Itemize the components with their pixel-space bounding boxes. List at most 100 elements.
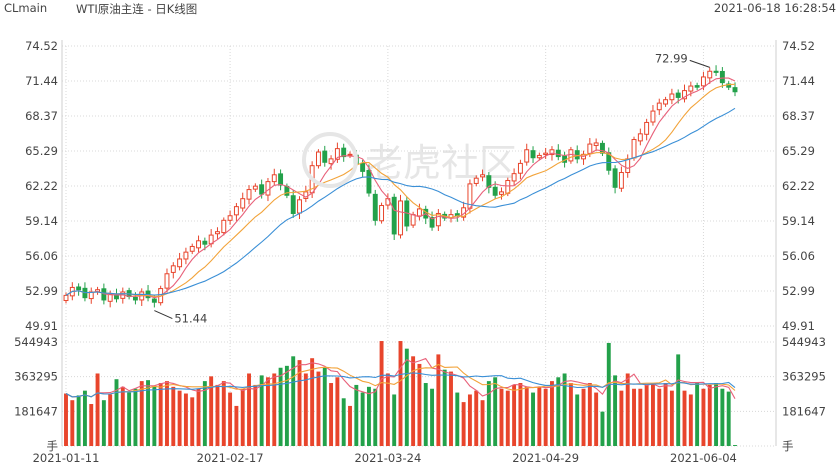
candle-body — [486, 175, 492, 188]
volume-bar — [688, 394, 693, 446]
watermark-logo-icon — [302, 132, 358, 188]
volume-bar — [234, 405, 239, 446]
candle-body — [151, 298, 157, 303]
candle-body — [341, 147, 347, 158]
volume-bar — [449, 371, 453, 446]
volume-bar — [682, 390, 687, 446]
candle-body — [366, 169, 372, 194]
volume-bar — [537, 386, 542, 446]
candle-body — [682, 90, 687, 100]
volume-bar — [259, 375, 264, 446]
volume-bar — [480, 400, 485, 446]
volume-bar — [467, 394, 472, 446]
volume-tick-label-left: 181647 — [14, 404, 58, 418]
volume-bar — [215, 384, 220, 446]
volume-bar — [329, 383, 334, 446]
volume-bar — [120, 386, 125, 446]
volume-bar — [411, 356, 416, 446]
volume-bar — [272, 373, 277, 446]
candle-body — [177, 258, 183, 268]
candle-body — [492, 186, 498, 196]
volume-tick-label-left: 544943 — [14, 335, 58, 349]
candle-body — [688, 85, 694, 92]
volume-bar — [228, 392, 233, 446]
candle-body — [663, 99, 669, 105]
candle-body — [202, 240, 208, 245]
volume-bar — [669, 390, 674, 446]
volume-bar — [385, 373, 390, 446]
volume-bar — [341, 398, 346, 446]
volume-bar — [348, 405, 352, 446]
candle-body — [379, 205, 385, 222]
volume-bar — [505, 390, 510, 446]
volume-bar — [297, 360, 302, 446]
candle-body — [372, 193, 378, 221]
volume-bar — [701, 388, 706, 446]
high-annotation-line — [689, 59, 710, 68]
volume-bar — [266, 377, 270, 446]
volume-bar — [82, 390, 87, 446]
y-tick-label-left: 68.37 — [25, 109, 58, 123]
watermark-text: 老虎社区 — [365, 141, 517, 185]
volume-bar — [486, 381, 491, 446]
y-tick-label-left: 74.52 — [25, 39, 58, 53]
volume-bar — [556, 377, 561, 446]
volume-tick-label-right: 手 — [782, 439, 794, 453]
candle-body — [233, 206, 239, 216]
candle-body — [278, 173, 284, 186]
candle-body — [259, 184, 265, 195]
volume-bar — [600, 411, 605, 446]
volume-bar — [101, 400, 106, 446]
y-tick-label-right: 71.44 — [782, 74, 815, 88]
volume-bar — [404, 348, 409, 446]
volume-bar — [430, 388, 435, 446]
volume-bar — [70, 400, 75, 446]
volume-bar — [594, 392, 599, 446]
candle-body — [107, 293, 113, 302]
candle-body — [543, 152, 549, 156]
candle-body — [480, 174, 486, 178]
volume-bar — [518, 383, 523, 446]
candle-body — [246, 189, 252, 200]
volume-bar — [657, 388, 662, 446]
volume-bar — [127, 392, 132, 446]
volume-bar — [423, 383, 428, 446]
candle-body — [290, 195, 296, 214]
volume-bar — [638, 388, 643, 446]
candle-body — [315, 151, 321, 167]
volume-bar — [726, 391, 731, 446]
volume-bar — [575, 394, 580, 446]
volume-bar — [316, 371, 321, 446]
candle-body — [183, 251, 189, 260]
x-tick-label: 2021-02-17 — [197, 451, 264, 465]
volume-bar — [310, 358, 315, 446]
ma5-line — [65, 77, 736, 299]
x-tick-label: 2021-04-29 — [512, 451, 579, 465]
candle-body — [189, 245, 195, 252]
volume-bar — [165, 381, 169, 446]
candle-body — [694, 85, 700, 88]
volume-bar — [360, 392, 365, 446]
volume-bar — [720, 388, 725, 446]
volume-bar — [625, 373, 630, 446]
volume-tick-label-right: 363295 — [782, 370, 826, 384]
volume-ma10-line — [65, 363, 736, 398]
volume-bar — [366, 386, 371, 446]
volume-bar — [278, 367, 283, 446]
candle-body — [719, 70, 725, 84]
volume-bar — [190, 397, 195, 446]
volume-bar — [676, 354, 681, 446]
volume-bar — [562, 373, 567, 446]
candle-body — [132, 296, 138, 301]
candle-body — [391, 196, 397, 235]
candle-body — [63, 294, 69, 302]
candle-body — [322, 150, 328, 163]
volume-bar — [524, 386, 529, 446]
volume-bar — [455, 392, 460, 446]
candle-body — [227, 215, 233, 221]
candle-body — [76, 286, 82, 291]
candle-body — [644, 121, 650, 135]
candle-body — [334, 148, 340, 160]
chart-header: CLmain WTI原油主连 - 日K线图 2021-06-18 16:28:5… — [0, 0, 840, 16]
